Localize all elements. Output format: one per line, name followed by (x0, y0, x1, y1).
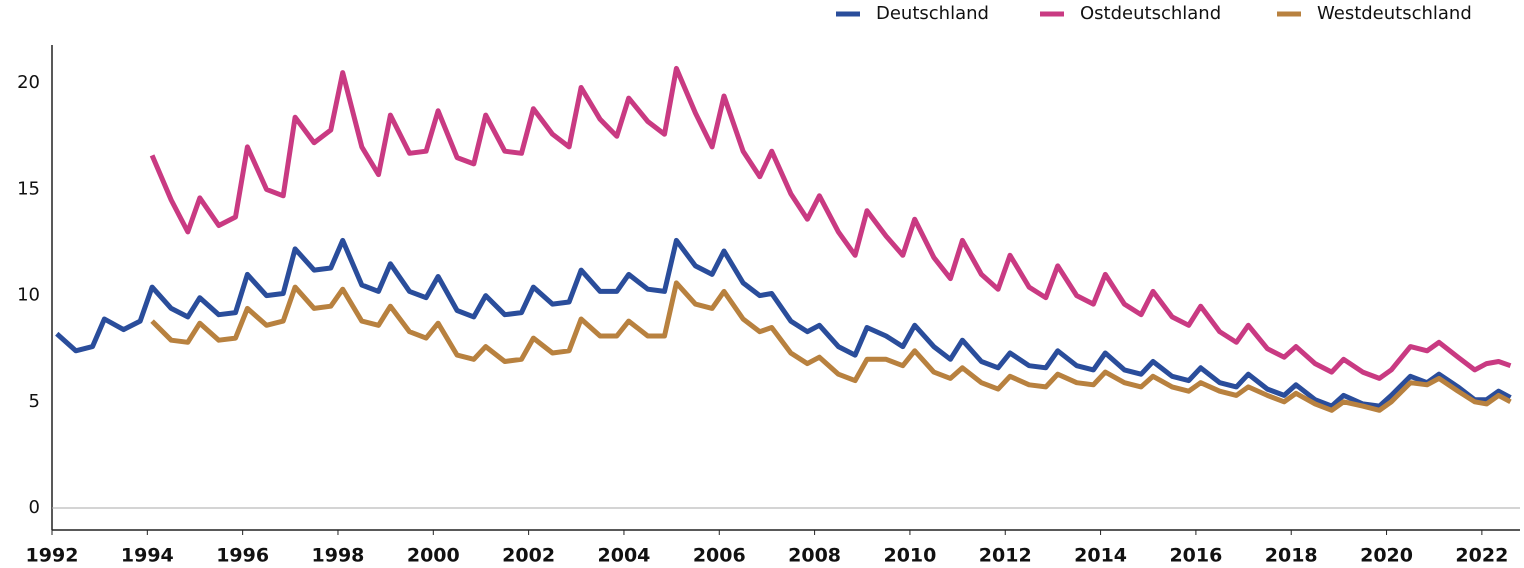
x-tick-label: 1996 (216, 545, 269, 567)
x-tick-label: 2020 (1360, 545, 1413, 567)
x-tick-label: 2004 (598, 545, 651, 567)
series-line (150, 280, 1512, 413)
x-tick-label: 2018 (1265, 545, 1318, 567)
x-tick-label: 2000 (407, 545, 460, 567)
x-tick-label: 1994 (121, 545, 174, 567)
x-tick-label: 2016 (1169, 545, 1222, 567)
x-tick-label: 2008 (788, 545, 841, 567)
x-tick-label: 1992 (26, 545, 79, 567)
legend-label: Deutschland (876, 3, 989, 24)
x-tick-label: 2002 (502, 545, 555, 567)
x-tick-label: 2014 (1074, 545, 1127, 567)
legend-label: Westdeutschland (1317, 3, 1472, 24)
x-tick-label: 2010 (883, 545, 936, 567)
y-tick-label: 20 (17, 72, 40, 93)
legend-label: Ostdeutschland (1080, 3, 1221, 24)
x-tick-label: 2022 (1455, 545, 1508, 567)
series-line (149, 65, 1512, 381)
y-tick-label: 15 (17, 178, 40, 199)
x-tick-label: 2006 (693, 545, 746, 567)
x-tick-label: 1998 (312, 545, 365, 567)
y-tick-label: 5 (29, 391, 40, 412)
x-tick-label: 2012 (979, 545, 1032, 567)
y-tick-label: 10 (17, 285, 40, 306)
series-line (55, 237, 1512, 409)
y-tick-label: 0 (29, 497, 40, 518)
